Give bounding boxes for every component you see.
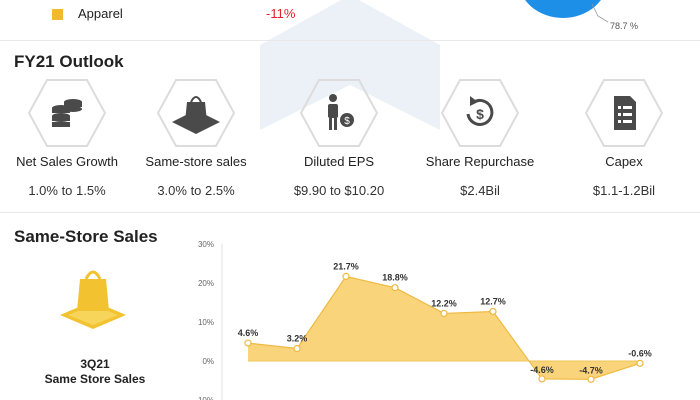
data-point xyxy=(489,307,497,316)
dollar-refresh-icon: $ xyxy=(440,78,520,148)
shopping-bag-icon xyxy=(60,270,126,329)
outlook-item-eps: $ Diluted EPS $9.90 to $10.20 xyxy=(269,78,409,198)
outlook-item-same-store: Same-store sales 3.0% to 2.5% xyxy=(126,78,266,198)
data-label: 18.8% xyxy=(382,273,408,283)
sss-caption: Same Store Sales xyxy=(44,372,146,386)
outlook-label: Net Sales Growth xyxy=(16,154,118,169)
sss-quarter: 3Q21 xyxy=(80,357,110,371)
area-fill xyxy=(248,276,640,380)
y-tick-label: 0% xyxy=(202,357,214,366)
svg-text:$: $ xyxy=(344,116,350,127)
outlook-value: $2.4Bil xyxy=(460,183,500,198)
y-tick-label: 20% xyxy=(198,279,214,288)
pie-percent-label: 78.7 % xyxy=(610,21,639,31)
section-divider xyxy=(0,212,700,213)
legend-label: Apparel xyxy=(78,6,123,21)
legend-value: -11% xyxy=(266,6,296,21)
data-label: -4.7% xyxy=(579,365,603,375)
y-tick-label: -10% xyxy=(195,396,214,400)
data-point xyxy=(293,344,301,353)
data-point xyxy=(440,309,448,318)
shopping-bag-icon xyxy=(156,78,236,148)
data-point xyxy=(587,375,595,383)
outlook-value: 1.0% to 1.5% xyxy=(28,183,106,198)
data-label: 3.2% xyxy=(287,334,308,344)
outlook-item-share-repurchase: $ Share Repurchase $2.4Bil xyxy=(410,78,550,198)
document-icon xyxy=(584,78,664,148)
data-point xyxy=(342,272,350,280)
outlook-item-capex: Capex $1.1-1.2Bil xyxy=(554,78,694,198)
outlook-value: $9.90 to $10.20 xyxy=(293,183,385,198)
data-label: 4.6% xyxy=(238,328,259,338)
coins-stack-icon xyxy=(27,78,107,148)
outlook-label: Diluted EPS xyxy=(303,154,375,169)
person-dollar-icon: $ xyxy=(299,78,379,148)
data-point xyxy=(391,284,399,292)
y-tick-label: 30% xyxy=(198,240,214,249)
y-tick-label: 10% xyxy=(198,318,214,327)
data-point xyxy=(538,375,546,383)
data-label: 21.7% xyxy=(333,261,359,271)
data-label: 12.2% xyxy=(431,298,457,308)
data-point xyxy=(636,359,644,367)
outlook-label: Same-store sales xyxy=(145,154,247,169)
legend-swatch xyxy=(52,9,63,20)
outlook-item-net-sales: Net Sales Growth 1.0% to 1.5% xyxy=(0,78,137,198)
outlook-label: Capex xyxy=(605,154,643,169)
data-point xyxy=(244,339,252,347)
watermark-logo xyxy=(260,0,440,130)
outlook-title: FY21 Outlook xyxy=(14,52,124,71)
pie-leader-line xyxy=(591,3,609,23)
sss-title: Same-Store Sales xyxy=(14,227,158,246)
outlook-label: Share Repurchase xyxy=(425,154,535,169)
outlook-section: Net Sales Growth 1.0% to 1.5% Same-store… xyxy=(0,78,700,208)
top-strip xyxy=(0,0,700,41)
data-label: -0.6% xyxy=(628,348,652,358)
data-label: 12.7% xyxy=(480,296,506,306)
outlook-value: $1.1-1.2Bil xyxy=(592,183,656,198)
data-label: -4.6% xyxy=(530,365,554,375)
outlook-value: 3.0% to 2.5% xyxy=(157,183,235,198)
svg-text:$: $ xyxy=(476,106,484,122)
